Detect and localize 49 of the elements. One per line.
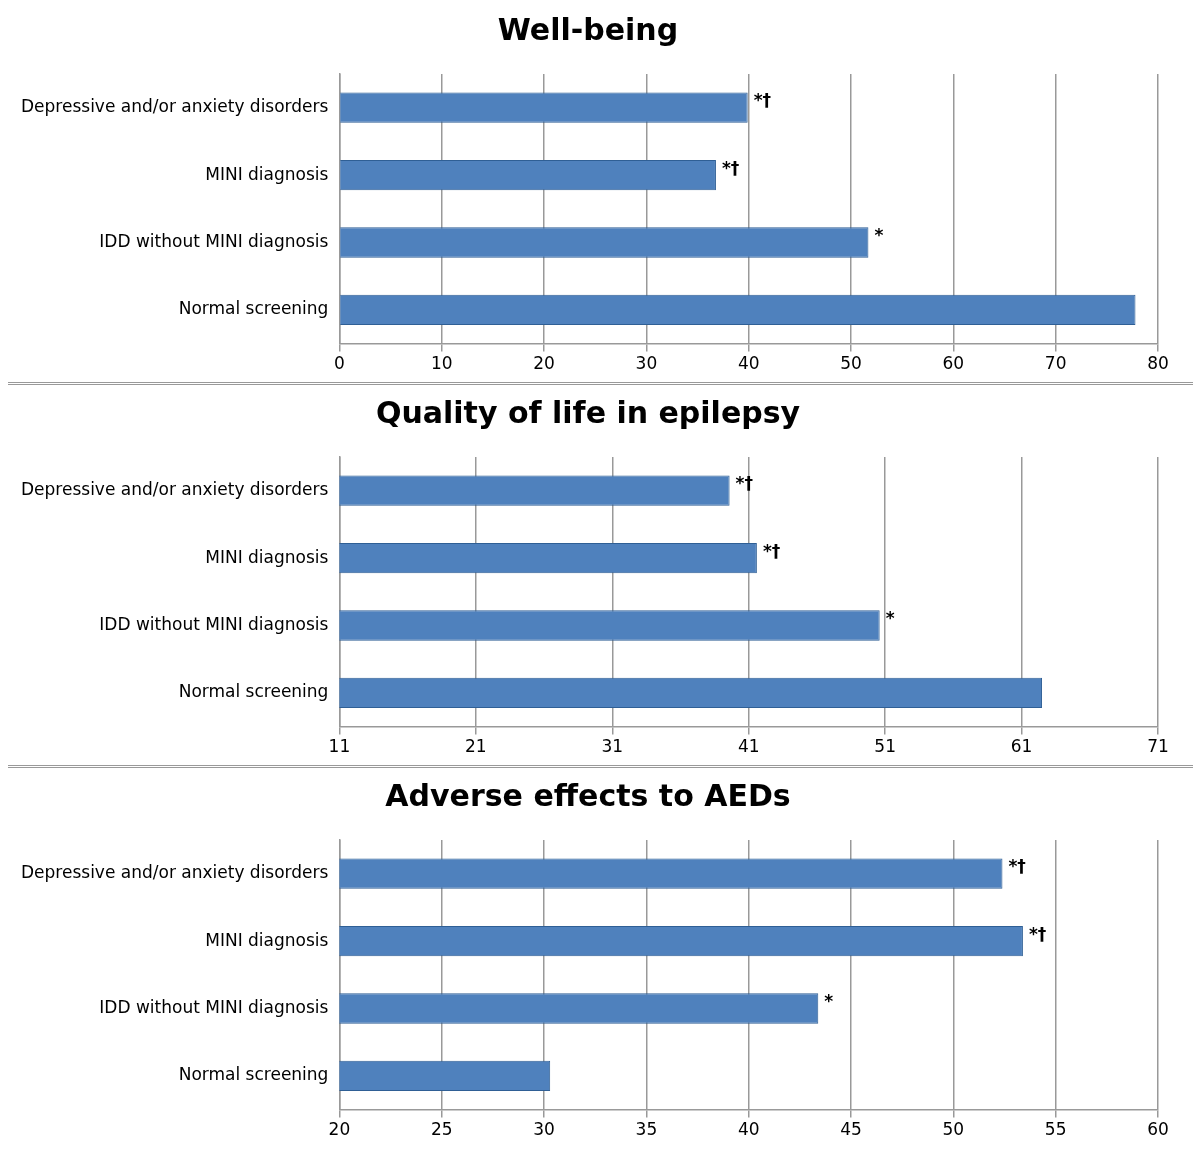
- y-tick-label: IDD without MINI diagnosis: [99, 996, 329, 1017]
- y-tick-label: MINI diagnosis: [205, 546, 329, 567]
- chart-title: Quality of life in epilepsy: [375, 394, 801, 430]
- x-tick-label: 25: [430, 1119, 453, 1140]
- x-tick-label: 71: [1147, 736, 1169, 757]
- y-tick-label: Depressive and/or anxiety disorders: [21, 96, 329, 117]
- x-tick-label: 80: [1147, 353, 1169, 374]
- y-tick-label: Normal screening: [178, 1064, 329, 1085]
- annotation: *: [885, 607, 895, 628]
- x-tick-label: 20: [533, 353, 555, 374]
- x-tick-label: 50: [942, 1119, 965, 1140]
- x-tick-label: 40: [737, 353, 760, 374]
- x-tick-label: 11: [328, 736, 351, 757]
- annotation: *†: [762, 540, 781, 561]
- y-tick-label: Normal screening: [178, 298, 329, 319]
- chart-title: Adverse effects to AEDs: [385, 777, 791, 813]
- x-tick-label: 60: [1147, 1119, 1169, 1140]
- x-tick-label: 61: [1010, 736, 1033, 757]
- x-tick-label: 45: [840, 1119, 862, 1140]
- y-tick-label: MINI diagnosis: [205, 929, 329, 950]
- y-tick-label: IDD without MINI diagnosis: [99, 230, 329, 251]
- y-tick-label: Depressive and/or anxiety disorders: [21, 479, 329, 500]
- chart-title: Well-being: [497, 11, 679, 47]
- annotation: *†: [1008, 856, 1026, 877]
- y-tick-label: MINI diagnosis: [205, 163, 329, 184]
- x-tick-label: 41: [737, 736, 760, 757]
- annotation: *: [824, 990, 834, 1011]
- x-tick-label: 0: [333, 353, 345, 374]
- x-tick-label: 20: [328, 1119, 351, 1140]
- x-tick-label: 30: [635, 353, 658, 374]
- x-tick-label: 10: [430, 353, 453, 374]
- x-tick-label: 70: [1044, 353, 1067, 374]
- y-tick-label: IDD without MINI diagnosis: [99, 613, 329, 634]
- annotation: *†: [1028, 923, 1047, 944]
- y-tick-label: Normal screening: [178, 681, 329, 702]
- x-tick-label: 55: [1044, 1119, 1067, 1140]
- x-tick-label: 40: [737, 1119, 760, 1140]
- annotation: *†: [721, 157, 740, 178]
- annotation: *: [874, 224, 884, 245]
- x-tick-label: 21: [465, 736, 487, 757]
- x-tick-label: 35: [635, 1119, 658, 1140]
- x-tick-label: 31: [601, 736, 624, 757]
- y-tick-label: Depressive and/or anxiety disorders: [21, 862, 329, 883]
- x-tick-label: 60: [942, 353, 965, 374]
- x-tick-label: 30: [533, 1119, 555, 1140]
- x-tick-label: 51: [874, 736, 896, 757]
- annotation: *†: [735, 473, 753, 494]
- x-tick-label: 50: [840, 353, 862, 374]
- annotation: *†: [753, 90, 772, 111]
